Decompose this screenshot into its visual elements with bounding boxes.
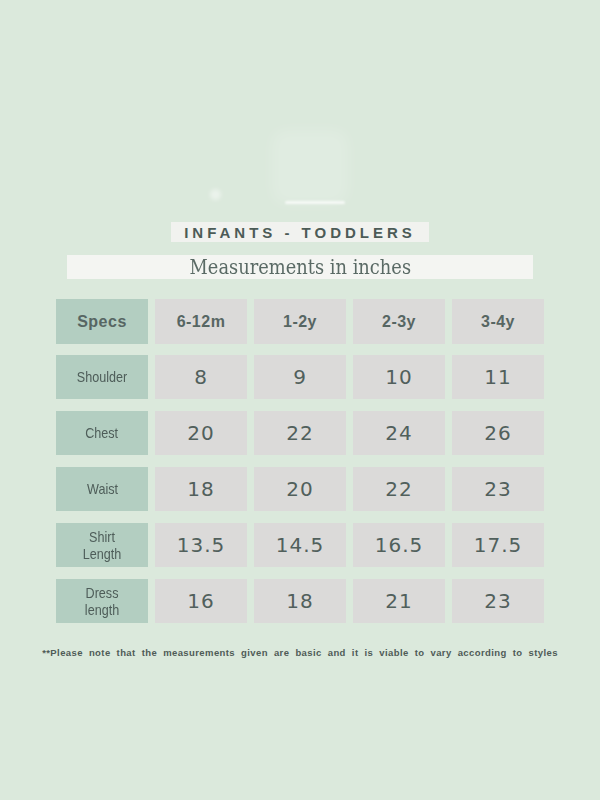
value-cell: 9 [254,355,346,399]
header-cell-specs: Specs [56,299,148,344]
value-cell: 22 [254,411,346,455]
value-cell: 11 [452,355,544,399]
value-cell: 26 [452,411,544,455]
value-cell: 10 [353,355,445,399]
header-cell-2-3y: 2-3y [353,299,445,344]
row-label: Shirt Length [73,528,132,563]
page-title: INFANTS - TODDLERS [184,224,416,241]
row-label: Waist [86,480,117,497]
row-label: Chest [86,424,119,441]
value-cell: 21 [353,579,445,623]
row-label: Dress length [73,584,132,619]
value-cell: 22 [353,467,445,511]
row-label-shirt-length: Shirt Length [56,523,148,567]
value-cell: 8 [155,355,247,399]
value-cell: 23 [452,579,544,623]
size-chart-page: INFANTS - TODDLERS Measurements in inche… [0,0,600,800]
value-cell: 13.5 [155,523,247,567]
row-label-waist: Waist [56,467,148,511]
watermark-smudge [272,130,348,204]
value-cell: 14.5 [254,523,346,567]
title-banner: INFANTS - TODDLERS [171,222,429,242]
value-cell: 18 [155,467,247,511]
subtitle: Measurements in inches [189,257,411,278]
value-cell: 24 [353,411,445,455]
value-cell: 23 [452,467,544,511]
header-cell-1-2y: 1-2y [254,299,346,344]
value-cell: 18 [254,579,346,623]
row-label-chest: Chest [56,411,148,455]
value-cell: 20 [254,467,346,511]
size-table: Specs 6-12m 1-2y 2-3y 3-4y Shoulder 8 9 … [56,299,544,623]
value-cell: 16.5 [353,523,445,567]
footnote: **Please note that the measurements give… [30,647,570,658]
value-cell: 20 [155,411,247,455]
value-cell: 16 [155,579,247,623]
row-label: Shoulder [77,368,127,385]
header-cell-6-12m: 6-12m [155,299,247,344]
watermark-line [285,201,345,204]
header-cell-3-4y: 3-4y [452,299,544,344]
row-label-dress-length: Dress length [56,579,148,623]
value-cell: 17.5 [452,523,544,567]
subtitle-banner: Measurements in inches [67,255,533,279]
watermark-dot [210,189,221,200]
row-label-shoulder: Shoulder [56,355,148,399]
